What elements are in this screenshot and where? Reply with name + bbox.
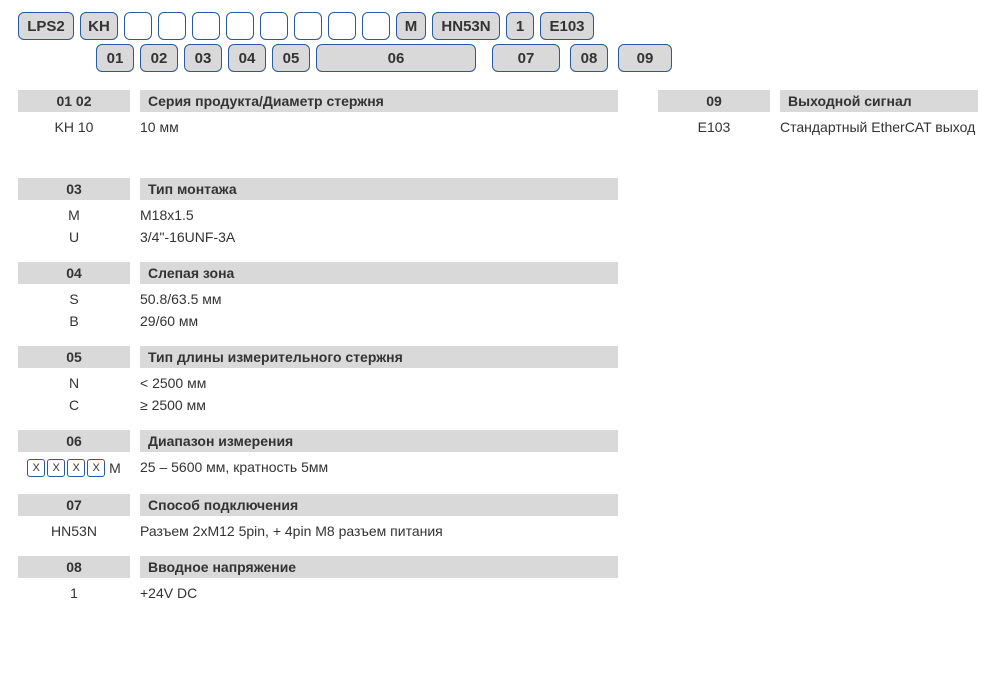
section-number: 08	[18, 556, 130, 578]
code-top-cell-3	[158, 12, 186, 40]
section-number: 04	[18, 262, 130, 284]
spec-value: ≥ 2500 мм	[130, 397, 618, 413]
section-title: Слепая зона	[140, 262, 618, 284]
section-number: 03	[18, 178, 130, 200]
section-title: Способ подключения	[140, 494, 618, 516]
code-top-cell-4	[192, 12, 220, 40]
spec-value: < 2500 мм	[130, 375, 618, 391]
code-top-cell-0: LPS2	[18, 12, 74, 40]
section-header: 08 Вводное напряжение	[18, 556, 618, 578]
mini-box: X	[67, 459, 85, 477]
code-bottom-cell-7: 08	[570, 44, 608, 72]
code-bottom-cell-6: 07	[492, 44, 560, 72]
spec-value: 25 – 5600 мм, кратность 5мм	[130, 459, 618, 477]
code-row-bottom: 010203040506 07 08 09	[96, 44, 978, 72]
section-header: 04 Слепая зона	[18, 262, 618, 284]
code-top-cell-9	[362, 12, 390, 40]
section-header: 01 02 Серия продукта/Диаметр стержня	[18, 90, 618, 112]
code-bottom-cell-2: 03	[184, 44, 222, 72]
section-header: 09 Выходной сигнал	[658, 90, 978, 112]
spec-key: M	[18, 207, 130, 223]
code-bottom-cell-1: 02	[140, 44, 178, 72]
right-column: 09 Выходной сигнал E103Стандартный EtherCA…	[658, 90, 978, 618]
spec-row: HN53NРазъем 2xM12 5pin, + 4pin M8 разъем…	[18, 520, 618, 542]
section-05: 05 Тип длины измерительного стержня N< 250…	[18, 346, 618, 416]
section-number: 01 02	[18, 90, 130, 112]
spec-row: U3/4"-16UNF-3A	[18, 226, 618, 248]
section-09: 09 Выходной сигнал E103Стандартный EtherCA…	[658, 90, 978, 138]
code-top-cell-2	[124, 12, 152, 40]
spec-key: S	[18, 291, 130, 307]
section-title: Тип длины измерительного стержня	[140, 346, 618, 368]
code-top-cell-8	[328, 12, 356, 40]
code-bottom-cell-3: 04	[228, 44, 266, 72]
code-bottom-cell-5: 06	[316, 44, 476, 72]
spec-key: E103	[658, 119, 770, 135]
spec-value: Разъем 2xM12 5pin, + 4pin M8 разъем пита…	[130, 523, 618, 539]
spec-row: 1+24V DC	[18, 582, 618, 604]
section-title: Диапазон измерения	[140, 430, 618, 452]
spec-key: C	[18, 397, 130, 413]
spec-key: N	[18, 375, 130, 391]
spec-value: +24V DC	[130, 585, 618, 601]
code-top-cell-6	[260, 12, 288, 40]
spec-key: KH 10	[18, 119, 130, 135]
code-top-cell-12: 1	[506, 12, 534, 40]
section-header: 06 Диапазон измерения	[18, 430, 618, 452]
section-08: 08 Вводное напряжение 1+24V DC	[18, 556, 618, 604]
mini-suffix: M	[109, 460, 121, 476]
spec-row: MM18x1.5	[18, 204, 618, 226]
section-03: 03Тип монтажаMM18x1.5U3/4"-16UNF-3A	[18, 178, 618, 248]
code-top-cell-1: KH	[80, 12, 118, 40]
code-row-top: LPS2KH MHN53N1E103	[18, 12, 978, 40]
spec-key-mini: XXXXM	[18, 459, 130, 477]
code-bottom-cell-0: 01	[96, 44, 134, 72]
section-header: 05 Тип длины измерительного стержня	[18, 346, 618, 368]
section-06: 06Диапазон измеренияXXXXM25 – 5600 мм, к…	[18, 430, 618, 480]
spec-row: S50.8/63.5 мм	[18, 288, 618, 310]
spec-key: HN53N	[18, 523, 130, 539]
spec-key: 1	[18, 585, 130, 601]
code-top-cell-7	[294, 12, 322, 40]
section-title: Вводное напряжение	[140, 556, 618, 578]
mini-box: X	[27, 459, 45, 477]
code-strip: LPS2KH MHN53N1E103 010203040506 07 08 09	[18, 12, 978, 72]
code-top-cell-10: M	[396, 12, 426, 40]
section-number: 05	[18, 346, 130, 368]
section-01-02: 01 02 Серия продукта/Диаметр стержня KH 10…	[18, 90, 618, 138]
mini-box: X	[87, 459, 105, 477]
section-title: Выходной сигнал	[780, 90, 978, 112]
section-title: Серия продукта/Диаметр стержня	[140, 90, 618, 112]
code-top-cell-11: HN53N	[432, 12, 500, 40]
section-04: 04Слепая зонаS50.8/63.5 ммB29/60 мм	[18, 262, 618, 332]
spec-row: KH 1010 мм	[18, 116, 618, 138]
spec-value: 50.8/63.5 мм	[130, 291, 618, 307]
code-top-cell-5	[226, 12, 254, 40]
spec-row: B29/60 мм	[18, 310, 618, 332]
mini-box: X	[47, 459, 65, 477]
section-number: 09	[658, 90, 770, 112]
section-title: Тип монтажа	[140, 178, 618, 200]
section-header: 07 Способ подключения	[18, 494, 618, 516]
code-top-cell-13: E103	[540, 12, 594, 40]
spec-value: Стандартный EtherCAT выход	[770, 119, 978, 135]
spec-row: N< 2500 мм	[18, 372, 618, 394]
spec-value: M18x1.5	[130, 207, 618, 223]
code-bottom-cell-4: 05	[272, 44, 310, 72]
section-number: 07	[18, 494, 130, 516]
spec-value: 29/60 мм	[130, 313, 618, 329]
section-07: 07 Способ подключения HN53NРазъем 2xM12 5p…	[18, 494, 618, 542]
spec-key: B	[18, 313, 130, 329]
spec-value: 3/4"-16UNF-3A	[130, 229, 618, 245]
code-bottom-cell-8: 09	[618, 44, 672, 72]
spec-row: C≥ 2500 мм	[18, 394, 618, 416]
left-column: 01 02 Серия продукта/Диаметр стержня KH 10…	[18, 90, 618, 618]
spec-row: E103Стандартный EtherCAT выход	[658, 116, 978, 138]
spec-value: 10 мм	[130, 119, 618, 135]
spec-key: U	[18, 229, 130, 245]
spec-row: XXXXM25 – 5600 мм, кратность 5мм	[18, 456, 618, 480]
section-number: 06	[18, 430, 130, 452]
details-columns: 01 02 Серия продукта/Диаметр стержня KH 10…	[18, 90, 978, 618]
section-header: 03 Тип монтажа	[18, 178, 618, 200]
